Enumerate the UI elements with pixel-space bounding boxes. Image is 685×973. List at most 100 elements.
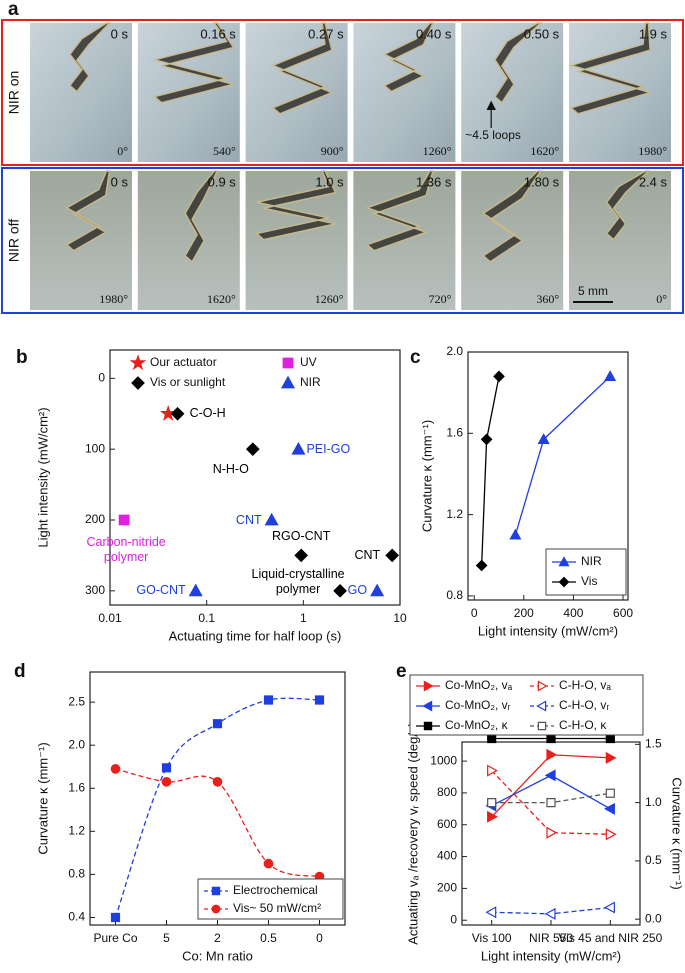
row-frame [1, 19, 684, 166]
legend-box [197, 878, 344, 920]
point-label-box: RGO-CNT [272, 528, 331, 543]
point-label: RGO-CNT [272, 528, 331, 543]
marker [604, 901, 615, 914]
marker [291, 441, 306, 455]
frame-time: 1.36 s [416, 174, 452, 189]
plot-frame [467, 351, 629, 601]
panel-label: e [396, 661, 407, 682]
marker [263, 858, 274, 869]
legend-marker [282, 357, 294, 369]
legend-marker [129, 354, 147, 371]
x-tick-label: 10 [393, 611, 407, 625]
x-tick-label: 0.01 [98, 611, 122, 625]
point-label: N-H-O [212, 461, 249, 476]
marker [546, 748, 558, 761]
annotation: ~4.5 loops [465, 128, 521, 142]
y-tick-label: 0.4 [68, 910, 85, 924]
plot-frame [109, 349, 401, 606]
y2-tick-label: 0.0 [645, 911, 662, 925]
marker [245, 442, 260, 457]
y-tick-label: 1.2 [68, 824, 85, 838]
ribbon [255, 170, 337, 241]
marker [546, 826, 558, 839]
x-tick-label: Vis 45 and NIR 250 [558, 931, 662, 945]
y-tick-label: 0.8 [446, 588, 463, 602]
series-line [480, 376, 500, 566]
y-tick-label: 400 [437, 849, 457, 863]
ribbon [65, 170, 111, 252]
frame-time: 0 s [111, 174, 129, 189]
marker [605, 788, 615, 798]
y-tick-label: 300 [85, 583, 105, 597]
x-tick-label: 1 [300, 611, 307, 625]
x-axis-label: Light intensity (mW/cm²) [481, 948, 621, 963]
legend-label: NIR [300, 375, 321, 389]
marker [509, 528, 522, 540]
y-tick-label: 2.0 [68, 737, 85, 751]
frame-time: 0.27 s [308, 26, 344, 41]
x-tick-label: 0.1 [198, 611, 215, 625]
y2-tick-label: 1.5 [645, 737, 662, 751]
point-label: CNT [354, 547, 381, 562]
y-tick-label: 1.6 [68, 780, 85, 794]
marker [605, 828, 617, 841]
series-line [491, 754, 611, 818]
frame-angle: 540° [213, 144, 236, 158]
frame-time: 0.40 s [416, 26, 452, 41]
ribbon [382, 22, 435, 93]
marker [487, 810, 498, 823]
legend-label: C-H-O, κ [559, 718, 607, 732]
marker [170, 406, 185, 421]
marker [480, 433, 493, 446]
marker [161, 763, 172, 773]
ribbon [270, 22, 334, 115]
legend-label: Vis [581, 574, 597, 588]
marker [370, 583, 385, 597]
marker [604, 370, 617, 381]
marker [263, 695, 274, 705]
legend-marker [536, 700, 547, 712]
series-line [514, 375, 611, 536]
frame-time: 1.0 s [315, 174, 344, 189]
frame-angle: 1620° [207, 292, 236, 306]
legend-marker [211, 886, 221, 896]
x-tick-label: 0.5 [260, 931, 277, 945]
marker [264, 512, 279, 526]
photo [569, 23, 671, 162]
point-label: CNT [235, 512, 262, 527]
legend-label: C-H-O, vₐ [559, 678, 611, 692]
ribbon [605, 170, 651, 241]
marker [487, 733, 497, 744]
legend-marker [280, 375, 296, 389]
marker [161, 776, 172, 787]
marker [110, 764, 121, 774]
frame-time: 2.4 s [639, 174, 668, 189]
legend-label: Our actuator [150, 355, 217, 369]
legend-label: Vis~ 50 mW/cm² [233, 901, 321, 915]
y-tick-label: 0 [450, 912, 457, 926]
frame-angle: 720° [429, 292, 452, 306]
legend-label: Co-MnO₂, κ [445, 718, 509, 732]
legend-label: Vis or sunlight [150, 375, 226, 389]
x-tick-label: 0 [316, 931, 323, 945]
frame-angle: 1260° [423, 144, 452, 158]
frame-angle: 1980° [638, 144, 667, 158]
ribbon [364, 170, 434, 252]
legend-marker [537, 721, 547, 731]
legend-marker [537, 680, 548, 692]
marker [212, 776, 223, 787]
row-label: NIR on [6, 71, 22, 115]
frame-angle: 0° [656, 292, 667, 306]
y-tick-label: 200 [437, 881, 457, 895]
panel-label: c [410, 347, 421, 368]
legend-label: UV [300, 355, 317, 369]
ribbon [481, 170, 543, 263]
ribbon [68, 22, 112, 93]
frame-angle: 1620° [530, 144, 559, 158]
y-tick-label: 1.2 [446, 507, 463, 521]
x-axis-label: Co: Mn ratio [182, 948, 253, 963]
ribbon [152, 22, 235, 104]
y-tick-label: 600 [437, 817, 457, 831]
marker [605, 751, 617, 764]
